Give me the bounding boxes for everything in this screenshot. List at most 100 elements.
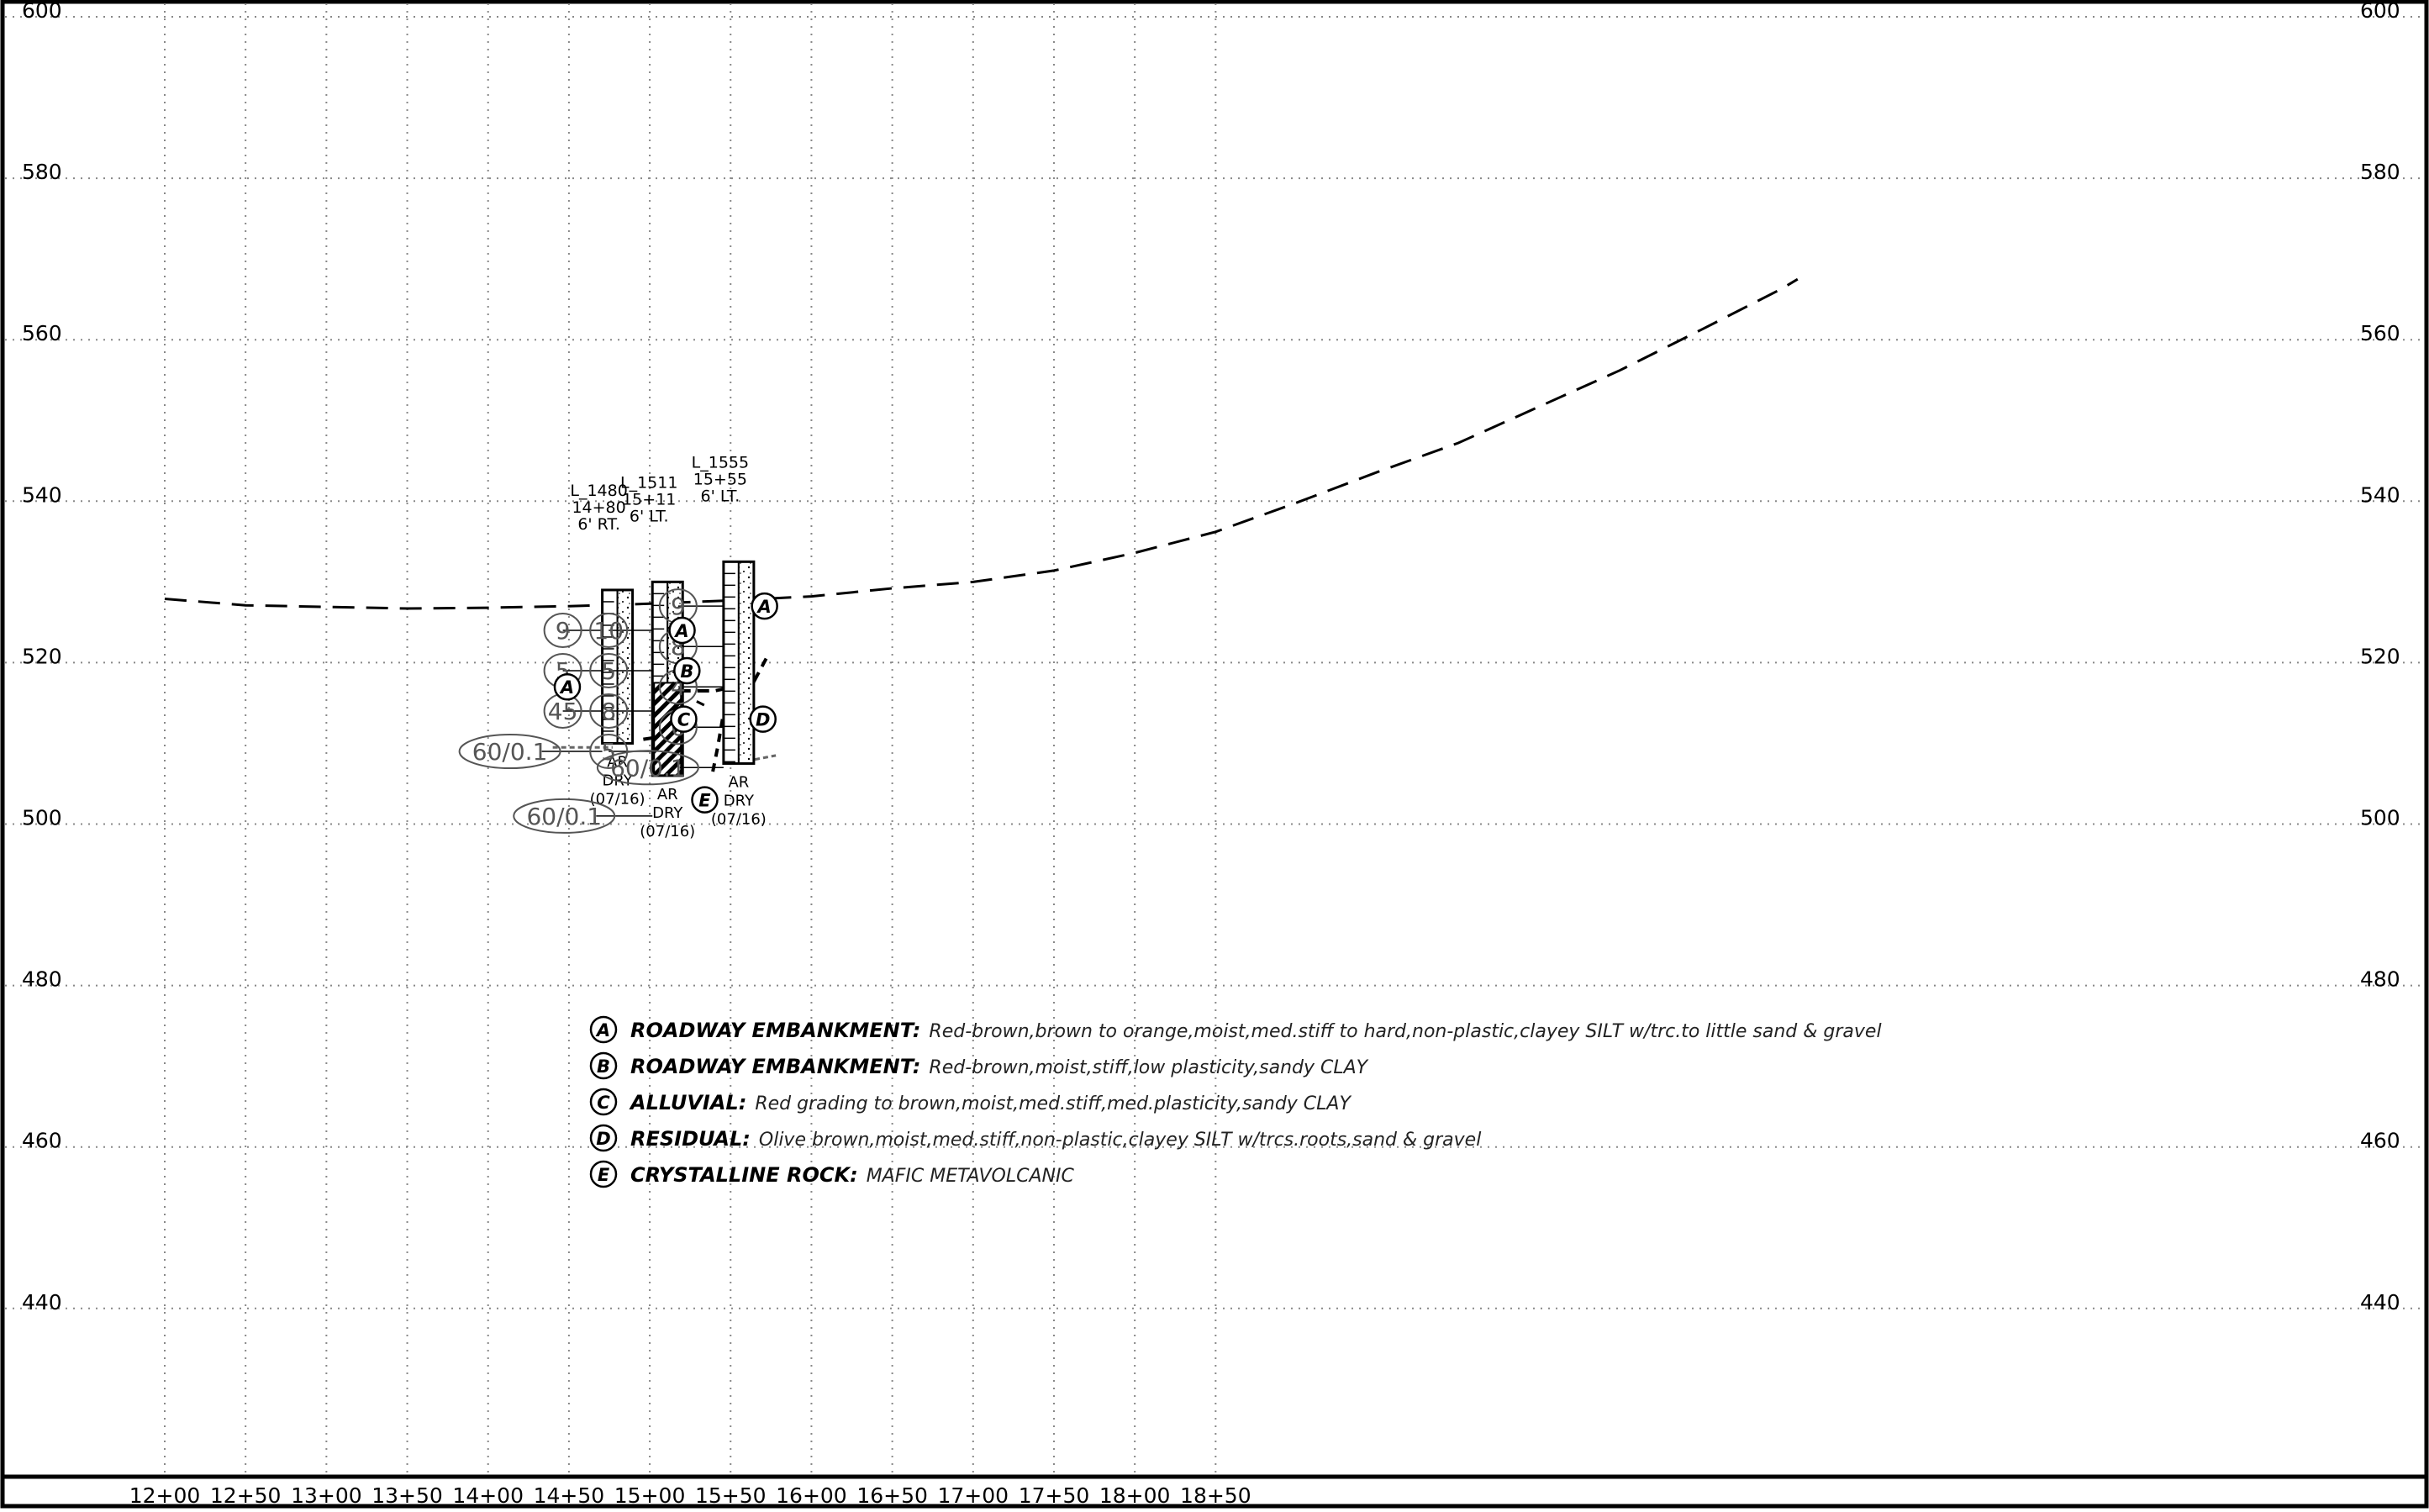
boring-name: L_1480: [570, 482, 627, 500]
legend-letter: C: [597, 1093, 610, 1113]
stratum-label-circle: [553, 672, 582, 701]
y-tick-label-left: 480: [22, 967, 62, 992]
x-tick-label: 16+50: [856, 1483, 928, 1508]
y-tick-label-left: 500: [22, 806, 62, 830]
boring-offset: 6' RT.: [577, 515, 620, 534]
spt-value: 60/0.1: [526, 803, 602, 830]
x-tick-label: 15+50: [695, 1483, 767, 1508]
legend-description: MAFIC METAVOLCANIC: [867, 1166, 1075, 1187]
spt-value: 8: [601, 698, 616, 725]
y-tick-label-left: 460: [22, 1129, 62, 1153]
spt-circle: [589, 612, 629, 648]
y-tick-label-left: 520: [22, 644, 62, 668]
y-tick-label-right: 460: [2360, 1129, 2400, 1153]
legend-item: B ROADWAY EMBANKMENT: Red-brown,moist,stif…: [589, 1051, 1369, 1080]
x-tick-label: 15+00: [614, 1483, 686, 1508]
stratum-label-circle: [673, 656, 701, 685]
boring-log-left: [722, 561, 740, 765]
legend-description: Olive brown,moist,med.stiff,non-plastic,…: [759, 1130, 1481, 1151]
legend-circle: [589, 1051, 618, 1080]
stratum-label-circle: [691, 786, 719, 814]
boring-offset: 6' LT.: [701, 487, 740, 505]
boring-name: L_1511: [620, 473, 677, 492]
boring-offset: 6' LT.: [630, 507, 669, 525]
ground-profile: [164, 277, 1799, 610]
x-tick-label: 18+50: [1180, 1483, 1251, 1508]
stratum-label-circle: [668, 616, 696, 645]
x-tick-label: 18+00: [1099, 1483, 1171, 1508]
stratum-label-letter: C: [677, 710, 691, 730]
y-tick-label-right: 580: [2360, 160, 2400, 184]
legend-circle: [589, 1160, 618, 1188]
stratum-label-letter: A: [673, 621, 688, 641]
y-tick-label-right: 500: [2360, 806, 2400, 830]
spt-value: 45: [548, 698, 578, 725]
spt-circle: [589, 653, 629, 689]
y-tick-label-right: 440: [2360, 1290, 2400, 1314]
spt-circle: [589, 693, 629, 730]
water-caption: AR: [728, 773, 749, 791]
spt-circle: [596, 750, 699, 786]
y-tick-label-left: 540: [22, 482, 62, 507]
spt-value: 60/0.1: [472, 738, 548, 766]
rock-line: [754, 754, 777, 761]
boring-name: L_1555: [692, 453, 749, 472]
legend-name: CRYSTALLINE ROCK:: [630, 1163, 858, 1187]
legend-item: D RESIDUAL: Olive brown,moist,med.stiff,no…: [589, 1124, 1481, 1152]
stratum-boundary: [696, 700, 709, 709]
spt-circle: [543, 612, 582, 648]
x-tick-labels: 12+00 12+50 13+00 13+50 14+00 14+50 15+00 15+50…: [129, 1483, 1251, 1508]
stratum-boundary: [751, 657, 768, 684]
y-tick-label-left: 580: [22, 160, 62, 184]
legend-name: ALLUVIAL:: [629, 1091, 746, 1114]
grid: [5, 3, 2424, 1475]
boring-outline: [601, 588, 635, 745]
y-tick-label-right: 560: [2360, 321, 2400, 345]
x-tick-label: 14+00: [452, 1483, 524, 1508]
legend-item: A ROADWAY EMBANKMENT: Red-brown,brown to o…: [589, 1015, 1882, 1044]
boring-station: 14+80: [572, 498, 625, 517]
boring-outline: [722, 560, 756, 765]
legend-letter: D: [596, 1129, 610, 1149]
y-tick-label-left: 560: [22, 321, 62, 345]
legend-name: ROADWAY EMBANKMENT:: [630, 1055, 920, 1078]
y-tick-label-right: 520: [2360, 644, 2400, 668]
stratum-label-letter: D: [756, 710, 770, 730]
legend-letter: A: [595, 1020, 610, 1040]
legend-letter: E: [598, 1165, 610, 1185]
stratum-label-circle: [749, 705, 777, 733]
y-tick-labels: 600 600 580 580 560 560 540 540 520 520 500 500 480 4…: [22, 0, 2400, 1314]
legend-name: RESIDUAL:: [630, 1127, 751, 1151]
legend-item: C ALLUVIAL: Red grading to brown,moist,med…: [589, 1088, 1351, 1116]
legend-circle: [589, 1088, 618, 1116]
stratum-label-circle: [670, 705, 698, 733]
spt-circle: [458, 734, 561, 770]
x-tick-label: 12+50: [210, 1483, 282, 1508]
boring-station: 15+11: [622, 490, 676, 508]
boring-log-right: [737, 561, 755, 765]
stratum-label-circle: [751, 592, 778, 620]
y-tick-label-left: 600: [22, 0, 62, 23]
x-tick-label: 17+50: [1019, 1483, 1090, 1508]
spt-circle: [513, 798, 616, 834]
legend-name: ROADWAY EMBANKMENT:: [630, 1019, 920, 1042]
legend-description: Red grading to brown,moist,med.stiff,med…: [755, 1093, 1351, 1114]
legend-description: Red-brown,moist,stiff,low plasticity,san…: [929, 1057, 1368, 1078]
legend-item: E CRYSTALLINE ROCK: MAFIC METAVOLCANIC: [589, 1160, 1075, 1188]
y-tick-label-right: 480: [2360, 967, 2400, 992]
stratum-label-letter: A: [756, 597, 772, 617]
stratum-label-letter: E: [698, 791, 711, 811]
water-caption: (07/16): [640, 823, 695, 840]
water-caption: AR: [607, 753, 628, 771]
spt-value: 9: [556, 617, 571, 645]
spt-value: 60/0.1: [610, 754, 686, 782]
x-tick-label: 12+00: [129, 1483, 201, 1508]
spt-value: 9: [671, 593, 686, 620]
legend-description: Red-brown,brown to orange,moist,med.stif…: [929, 1021, 1881, 1042]
legend-circle: [589, 1124, 618, 1152]
water-caption: (07/16): [590, 790, 645, 808]
